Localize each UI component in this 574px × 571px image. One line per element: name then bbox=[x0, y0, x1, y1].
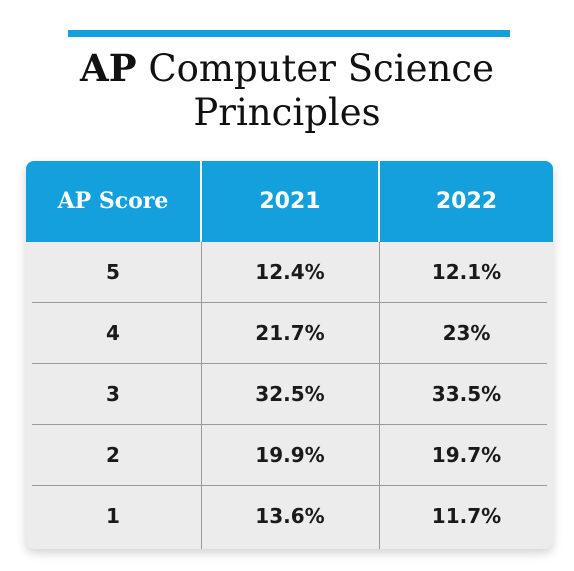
table-row: 3 32.5% 33.5% bbox=[26, 364, 553, 425]
row-divider bbox=[32, 424, 547, 425]
value-cell-2022: 12.1% bbox=[431, 260, 502, 284]
value-cell-2021: 21.7% bbox=[255, 321, 325, 345]
table-row: 2 19.9% 19.7% bbox=[26, 425, 553, 486]
row-divider bbox=[32, 363, 547, 364]
title-line-2: Principles bbox=[193, 91, 381, 134]
title-bold-part: AP bbox=[80, 46, 137, 90]
column-header-2021: 2021 bbox=[259, 189, 321, 214]
value-cell-2021: 13.6% bbox=[255, 504, 325, 528]
value-cell-2022: 23% bbox=[442, 321, 491, 345]
column-header-ap-score: AP Score bbox=[57, 188, 169, 214]
table-row: 4 21.7% 23% bbox=[26, 303, 553, 364]
value-cell-2021: 19.9% bbox=[255, 443, 325, 467]
table-header-row: AP Score 2021 2022 bbox=[26, 161, 553, 242]
score-table: AP Score 2021 2022 5 12.4% 12.1% 4 21.7%… bbox=[26, 161, 553, 549]
title-rest-part: Computer Science bbox=[148, 47, 494, 90]
value-cell-2022: 33.5% bbox=[431, 382, 502, 406]
page-title: AP Computer Science Principles bbox=[0, 46, 574, 135]
column-divider bbox=[379, 242, 380, 549]
column-header-2022: 2022 bbox=[435, 189, 498, 214]
row-divider bbox=[32, 302, 547, 303]
title-accent-rule bbox=[68, 30, 510, 37]
value-cell-2021: 12.4% bbox=[255, 260, 325, 284]
table-row: 5 12.4% 12.1% bbox=[26, 242, 553, 303]
value-cell-2021: 32.5% bbox=[255, 382, 325, 406]
score-cell: 1 bbox=[106, 504, 120, 528]
row-divider bbox=[32, 485, 547, 486]
value-cell-2022: 11.7% bbox=[431, 504, 502, 528]
score-cell: 2 bbox=[106, 443, 120, 467]
title-line-1: AP Computer Science bbox=[0, 46, 574, 91]
header-divider bbox=[378, 161, 380, 242]
score-cell: 3 bbox=[106, 382, 120, 406]
score-cell: 4 bbox=[106, 321, 120, 345]
table-row: 1 13.6% 11.7% bbox=[26, 486, 553, 547]
score-cell: 5 bbox=[106, 260, 120, 284]
value-cell-2022: 19.7% bbox=[431, 443, 502, 467]
header-divider bbox=[200, 161, 202, 242]
column-divider bbox=[201, 242, 202, 549]
